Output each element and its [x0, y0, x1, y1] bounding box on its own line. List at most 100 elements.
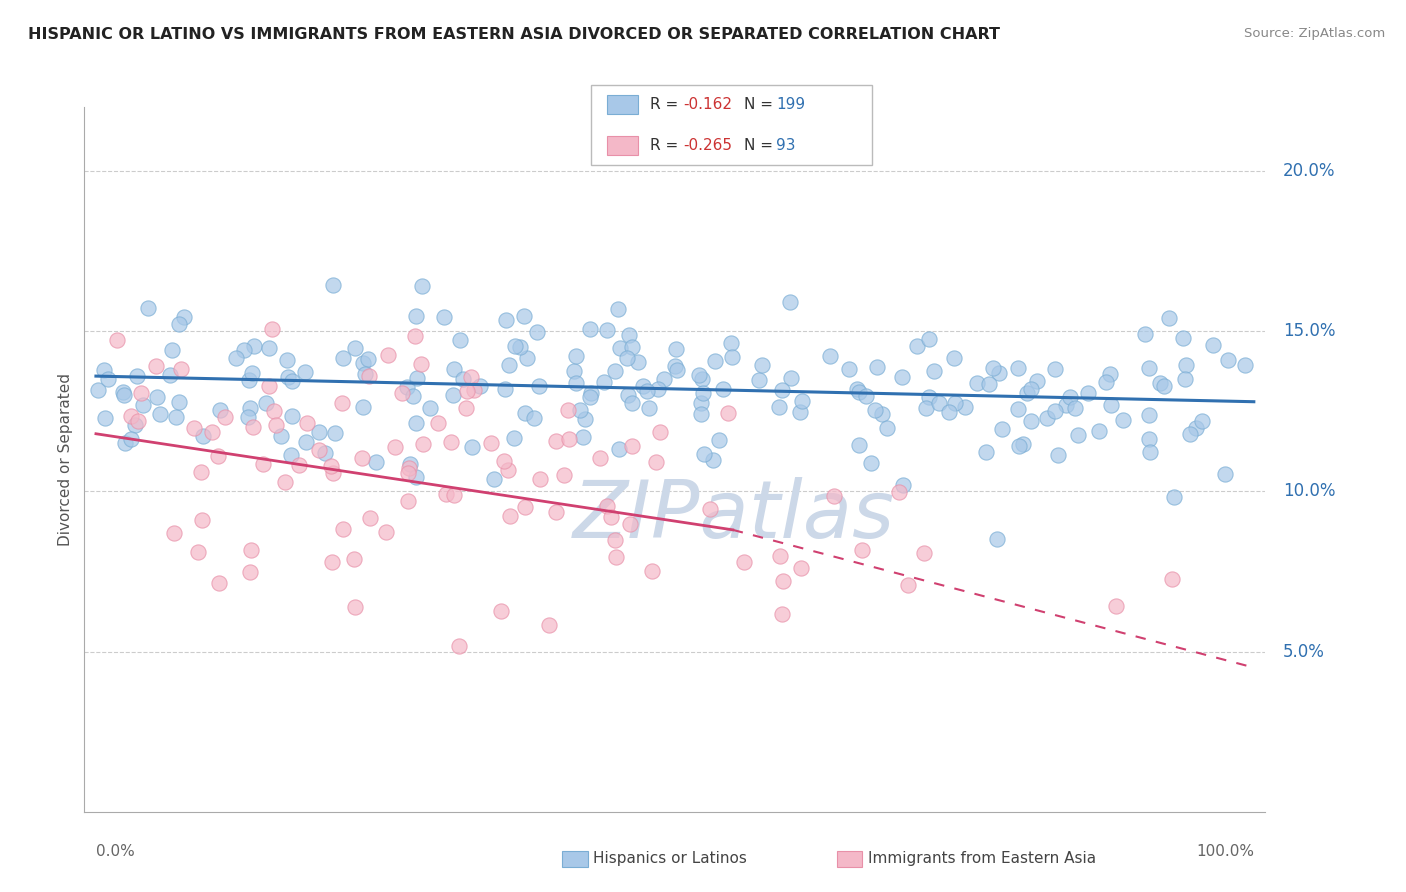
Point [330, 396, 353, 410]
Point [709, 433, 731, 447]
Point [441, 388, 464, 402]
Point [456, 384, 478, 398]
Point [544, 504, 567, 518]
Point [621, 395, 644, 409]
Point [1021, 414, 1043, 428]
Point [352, 356, 374, 370]
Point [214, 409, 236, 424]
Point [398, 461, 420, 475]
Point [733, 555, 755, 569]
Point [664, 359, 686, 373]
Point [647, 382, 669, 396]
Point [1095, 375, 1118, 389]
Point [322, 278, 344, 293]
Point [780, 371, 803, 385]
Text: Immigrants from Eastern Asia: Immigrants from Eastern Asia [868, 852, 1095, 866]
Point [872, 407, 894, 421]
Text: -0.162: -0.162 [683, 97, 733, 112]
Point [928, 395, 950, 409]
Point [513, 309, 536, 323]
Point [790, 561, 813, 575]
Point [111, 385, 134, 400]
Point [1067, 428, 1090, 442]
Point [544, 434, 567, 448]
Point [502, 431, 524, 445]
Point [165, 410, 187, 425]
Point [1021, 382, 1043, 396]
Point [359, 510, 381, 524]
Text: 10.0%: 10.0% [1282, 483, 1336, 500]
Point [434, 486, 457, 500]
Point [132, 398, 155, 412]
Point [162, 343, 184, 357]
Point [527, 379, 550, 393]
Point [704, 354, 727, 368]
Point [769, 549, 792, 564]
Point [127, 414, 149, 428]
Point [665, 343, 688, 357]
Point [498, 463, 520, 477]
Point [482, 473, 505, 487]
Point [233, 343, 256, 358]
Point [262, 322, 284, 336]
Point [1218, 353, 1240, 368]
Point [918, 333, 941, 347]
Point [344, 599, 367, 614]
Point [553, 468, 575, 483]
Point [427, 416, 450, 430]
Point [280, 374, 302, 388]
Point [1036, 411, 1059, 425]
Point [605, 549, 627, 564]
Point [343, 552, 366, 566]
Point [1135, 327, 1157, 342]
Point [112, 388, 135, 402]
Point [990, 421, 1012, 435]
Point [571, 429, 593, 443]
Point [1011, 437, 1033, 451]
Point [405, 310, 427, 324]
Point [599, 510, 621, 524]
Point [460, 370, 482, 384]
Point [404, 329, 426, 343]
Point [689, 407, 711, 421]
Point [596, 322, 619, 336]
Point [1008, 438, 1031, 452]
Point [443, 362, 465, 376]
Point [768, 401, 790, 415]
Point [295, 416, 318, 430]
Point [460, 440, 482, 454]
Point [236, 409, 259, 424]
Point [1157, 310, 1180, 325]
Point [616, 388, 638, 402]
Point [820, 349, 842, 363]
Point [626, 354, 648, 368]
Point [1015, 385, 1038, 400]
Point [578, 322, 600, 336]
Point [1163, 491, 1185, 505]
Point [406, 371, 429, 385]
Point [405, 416, 427, 430]
Point [1054, 398, 1077, 412]
Point [644, 455, 666, 469]
Point [859, 456, 882, 470]
Point [280, 448, 302, 462]
Point [537, 617, 560, 632]
Point [631, 379, 654, 393]
Point [1213, 467, 1236, 481]
Point [1180, 427, 1202, 442]
Text: R =: R = [650, 97, 683, 112]
Point [1160, 573, 1182, 587]
Point [1234, 358, 1257, 372]
Point [295, 434, 318, 449]
Text: 5.0%: 5.0% [1282, 642, 1324, 661]
Point [377, 348, 399, 362]
Point [943, 351, 966, 366]
Point [905, 339, 928, 353]
Text: 199: 199 [776, 97, 806, 112]
Point [86, 383, 108, 397]
Point [321, 458, 343, 473]
Point [943, 396, 966, 410]
Point [579, 385, 602, 400]
Point [558, 432, 581, 446]
Point [183, 421, 205, 435]
